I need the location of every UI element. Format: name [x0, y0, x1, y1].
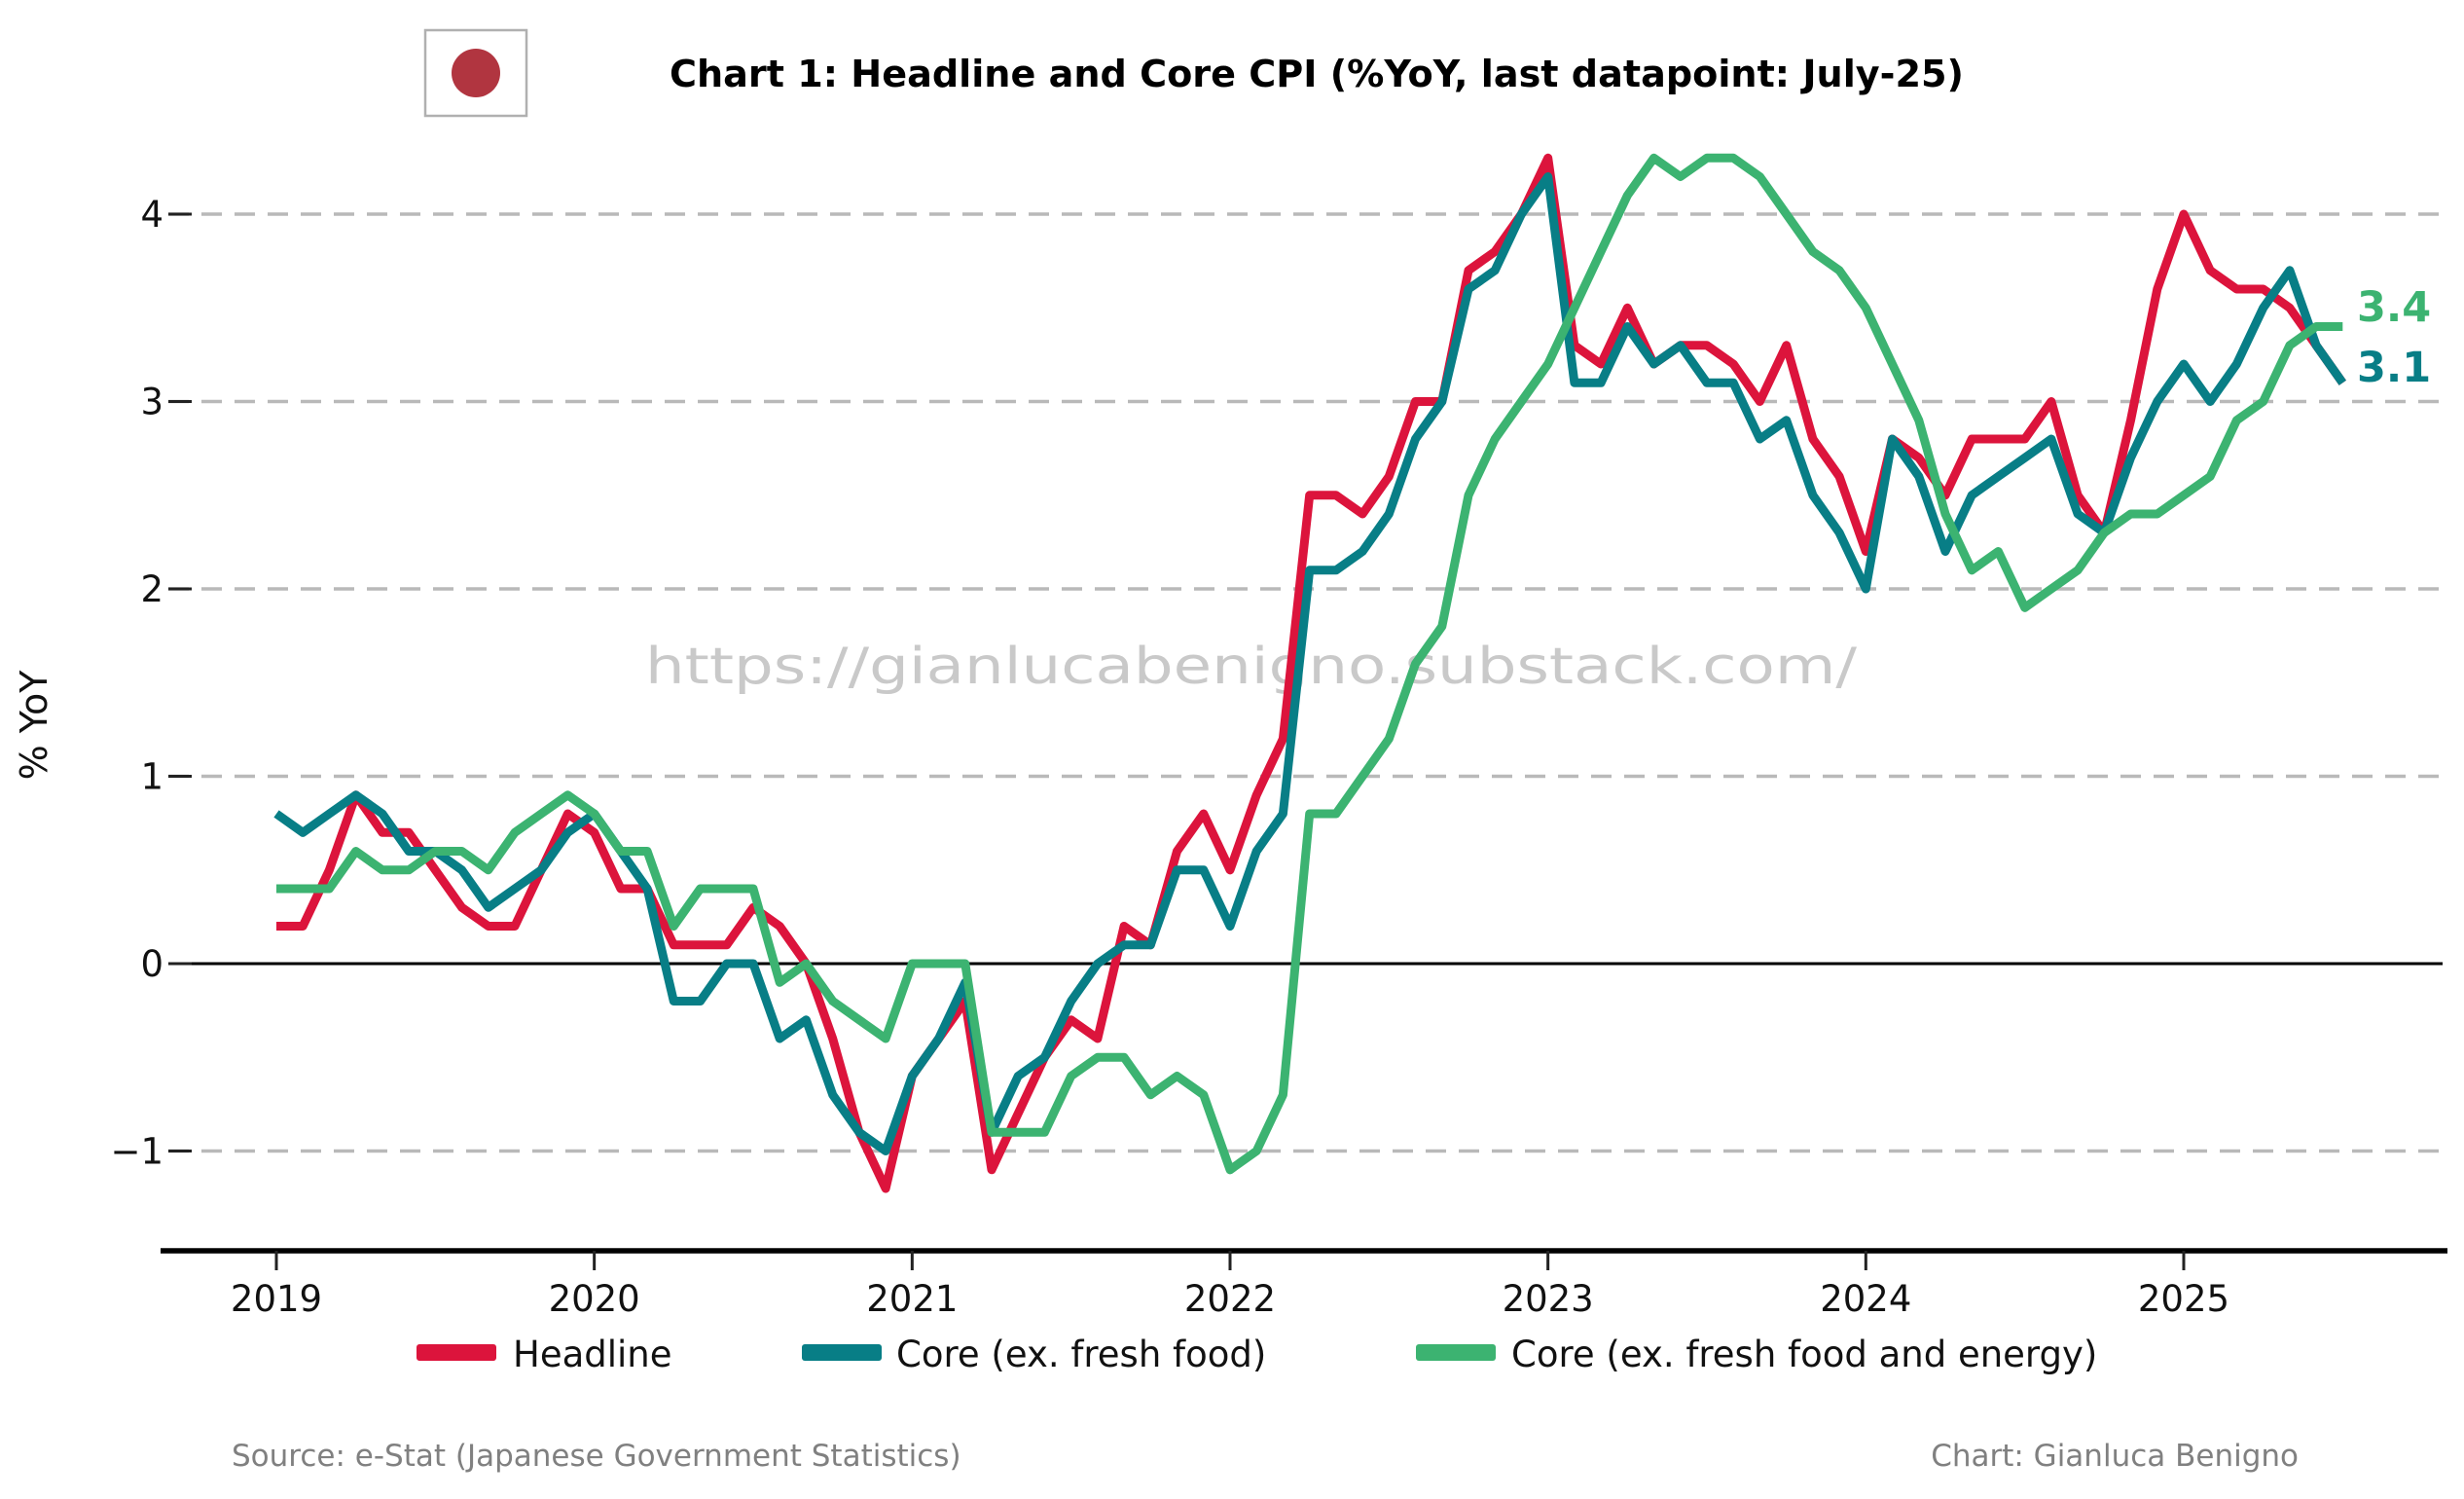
gridlines [168, 212, 2443, 1153]
legend-swatch-core [802, 1344, 882, 1361]
x-tick-label: 2019 [231, 1278, 322, 1320]
y-tick-label: 0 [140, 943, 163, 985]
y-tick-label: 3 [140, 382, 163, 423]
chart-footer: Source: e-Stat (Japanese Government Stat… [232, 1439, 2299, 1474]
y-tick-label: −1 [110, 1131, 163, 1173]
japan-flag-icon [423, 28, 528, 118]
legend-item-core: Core (ex. fresh food) [802, 1334, 1266, 1375]
y-axis-title: % YoY [13, 670, 55, 781]
series-line-headline [276, 153, 2346, 1193]
legend-item-headline: Headline [417, 1334, 672, 1375]
source-credit: Source: e-Stat (Japanese Government Stat… [232, 1439, 961, 1474]
end-label-core-core: 3.4 [2357, 283, 2431, 332]
series-line-core-ex-fresh-food-and-energy [276, 153, 2343, 1175]
y-tick-label: 1 [140, 756, 163, 798]
watermark-text: https://gianlucabenigno.substack.com/ [645, 638, 1858, 696]
y-tick-labels: 4 3 2 1 0 −1 [110, 194, 192, 1173]
x-tick-label: 2021 [866, 1278, 958, 1320]
legend: Headline Core (ex. fresh food) Core (ex.… [417, 1334, 2097, 1375]
chart-header: Chart 1: Headline and Core CPI (%YoY, la… [423, 28, 1964, 118]
legend-label-headline: Headline [513, 1334, 672, 1375]
legend-swatch-headline [417, 1344, 496, 1361]
legend-label-core-core: Core (ex. fresh food and energy) [1511, 1334, 2097, 1375]
page-title: Chart 1: Headline and Core CPI (%YoY, la… [670, 53, 1964, 95]
x-tick-label: 2024 [1820, 1278, 1911, 1320]
x-tick-label: 2020 [549, 1278, 640, 1320]
end-label-core: 3.1 [2357, 344, 2431, 392]
legend-label-core: Core (ex. fresh food) [896, 1334, 1266, 1375]
series-lines [273, 153, 2346, 1193]
author-credit: Chart: Gianluca Benigno [1931, 1439, 2299, 1474]
x-tick-label: 2023 [1503, 1278, 1594, 1320]
flag-sun-circle [452, 49, 500, 97]
x-axis-ticks: 2019 2020 2021 2022 2023 2024 2025 [231, 1251, 2229, 1320]
x-tick-label: 2022 [1184, 1278, 1276, 1320]
y-tick-label: 2 [140, 568, 163, 610]
legend-item-core-core: Core (ex. fresh food and energy) [1416, 1334, 2097, 1375]
legend-swatch-core-core [1416, 1344, 1496, 1361]
y-tick-label: 4 [140, 194, 163, 236]
x-tick-label: 2025 [2138, 1278, 2229, 1320]
